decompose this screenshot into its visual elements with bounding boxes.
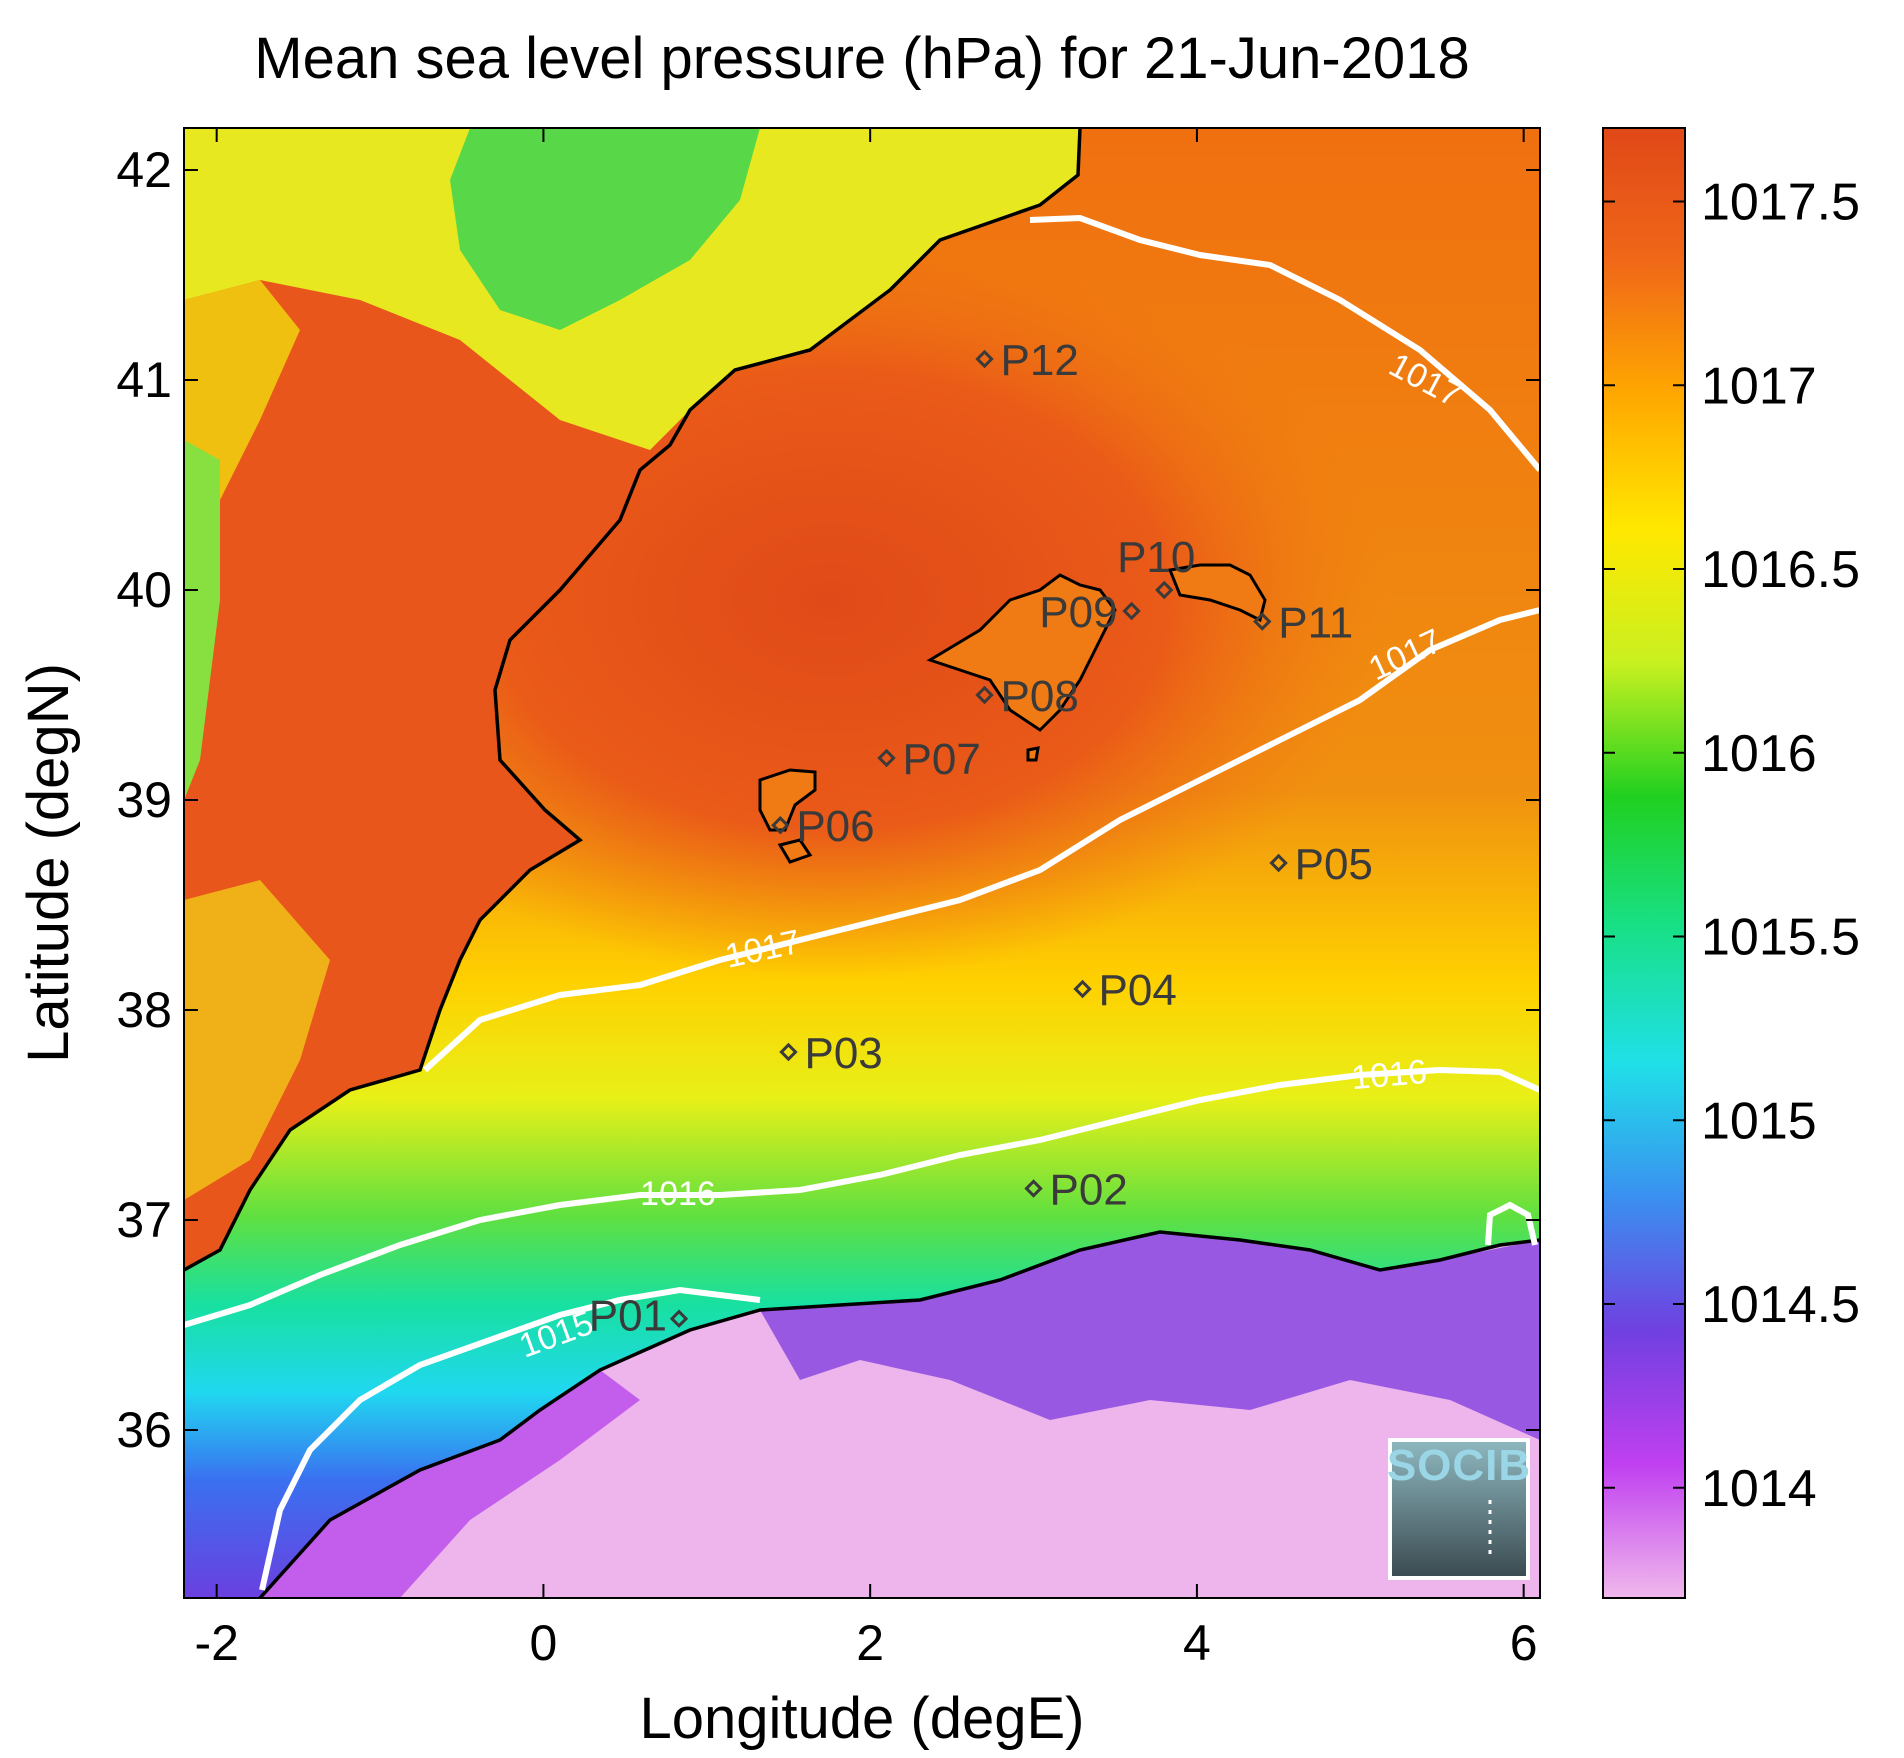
station-marker [1155, 580, 1174, 600]
y-axis-label: Latitude (degN) [16, 663, 81, 1063]
colorbar-ticks: 1014 1014.5 1015 1015.5 1016 1016.5 1017 1017.5 [1603, 174, 1860, 1518]
x-tick-label: 6 [1510, 1615, 1538, 1671]
station-marker [669, 1309, 689, 1328]
y-axis: 36 37 38 39 40 41 42 [116, 142, 1540, 1458]
iberia-highlands-green-west [184, 440, 220, 800]
coastline-iberia [184, 128, 1082, 1272]
y-tick-label: 40 [116, 562, 172, 618]
iberia-highlands-green [450, 128, 760, 330]
station-p12: P12 [975, 336, 1079, 385]
colorbar-tick-label: 1014.5 [1701, 1276, 1860, 1334]
iberia-land [184, 128, 1080, 1270]
station-label: P04 [1099, 966, 1177, 1015]
isobar-1015 [259, 1286, 761, 1591]
x-tick-label: 0 [530, 1615, 558, 1671]
x-tick-label: 4 [1183, 1615, 1211, 1671]
station-label: P05 [1295, 840, 1373, 889]
island-mallorca [926, 573, 1117, 732]
station-p09: P09 [1039, 588, 1141, 637]
station-p02: P02 [1024, 1166, 1128, 1215]
colorbar-tick-label: 1017.5 [1701, 174, 1860, 232]
chart-title: Mean sea level pressure (hPa) for 21-Jun… [254, 26, 1469, 91]
colorbar-tick-label: 1016 [1701, 725, 1817, 783]
station-p01: P01 [589, 1292, 689, 1341]
station-marker [975, 349, 994, 369]
isobar-1017-south [422, 607, 1540, 1073]
y-tick-label: 42 [116, 142, 172, 198]
station-label: P03 [804, 1029, 882, 1078]
station-p08: P08 [975, 672, 1079, 721]
station-p05: P05 [1269, 840, 1373, 889]
island-formentera [777, 838, 813, 864]
station-marker [1073, 979, 1092, 999]
isobar-1015-east [1485, 1201, 1538, 1246]
x-axis-label: Longitude (degE) [640, 1686, 1085, 1751]
plot-area [184, 128, 1540, 1598]
station-p04: P04 [1073, 966, 1177, 1015]
station-p07: P07 [877, 735, 981, 784]
isobar-1017-north [1029, 214, 1540, 472]
colorbar-tick-label: 1017 [1701, 357, 1817, 415]
colorbar-tick-label: 1015.5 [1701, 909, 1860, 967]
x-tick-label: 2 [856, 1615, 884, 1671]
svg-text:SOCIB: SOCIB [1387, 1441, 1531, 1490]
station-p11: P11 [1253, 599, 1353, 648]
island-menorca [1167, 563, 1267, 623]
y-tick-label: 39 [116, 772, 172, 828]
isobar-label-1016-east: 1016 [1350, 1053, 1429, 1097]
y-tick-label: 38 [116, 982, 172, 1038]
station-marker [771, 816, 790, 835]
isobar-1016 [184, 1066, 1540, 1328]
station-marker [1122, 601, 1141, 621]
station-label: P11 [1278, 599, 1353, 648]
colorbar-tick-label: 1015 [1701, 1092, 1817, 1150]
y-tick-label: 37 [116, 1192, 172, 1248]
station-label: P07 [903, 735, 981, 784]
station-p03: P03 [779, 1029, 883, 1078]
station-marker [1269, 853, 1288, 873]
station-label: P06 [796, 802, 874, 851]
station-marker [975, 685, 994, 705]
socib-logo: SOCIB [1387, 1438, 1531, 1580]
coastline-africa [258, 1230, 1540, 1598]
station-label: P12 [1001, 336, 1079, 385]
station-label: P01 [589, 1292, 667, 1341]
station-p06: P06 [771, 802, 875, 851]
colorbar [1602, 127, 1686, 1599]
station-marker [1253, 612, 1272, 631]
colorbar-tick-label: 1016.5 [1701, 541, 1860, 599]
x-tick-label: -2 [194, 1615, 238, 1671]
plot-frame [183, 127, 1541, 1599]
x-axis: -2 0 2 4 6 [194, 128, 1538, 1671]
africa-coastal-purple [760, 1232, 1540, 1440]
station-marker [779, 1042, 798, 1062]
y-tick-label: 36 [116, 1402, 172, 1458]
station-label: P09 [1039, 588, 1117, 637]
colorbar-tick-label: 1014 [1701, 1460, 1817, 1518]
station-label: P10 [1117, 533, 1195, 582]
y-tick-label: 41 [116, 352, 172, 408]
station-label: P02 [1050, 1166, 1128, 1215]
station-p10: P10 [1117, 533, 1195, 600]
iberia-south-yellow [184, 880, 330, 1200]
station-marker [1024, 1179, 1043, 1198]
africa-west-purple [260, 1370, 640, 1598]
island-ibiza [758, 768, 817, 832]
island-cabrera [1026, 746, 1040, 762]
station-label: P08 [1001, 672, 1079, 721]
isobar-label-1016-west: 1016 [640, 1175, 716, 1213]
station-marker [877, 748, 896, 768]
